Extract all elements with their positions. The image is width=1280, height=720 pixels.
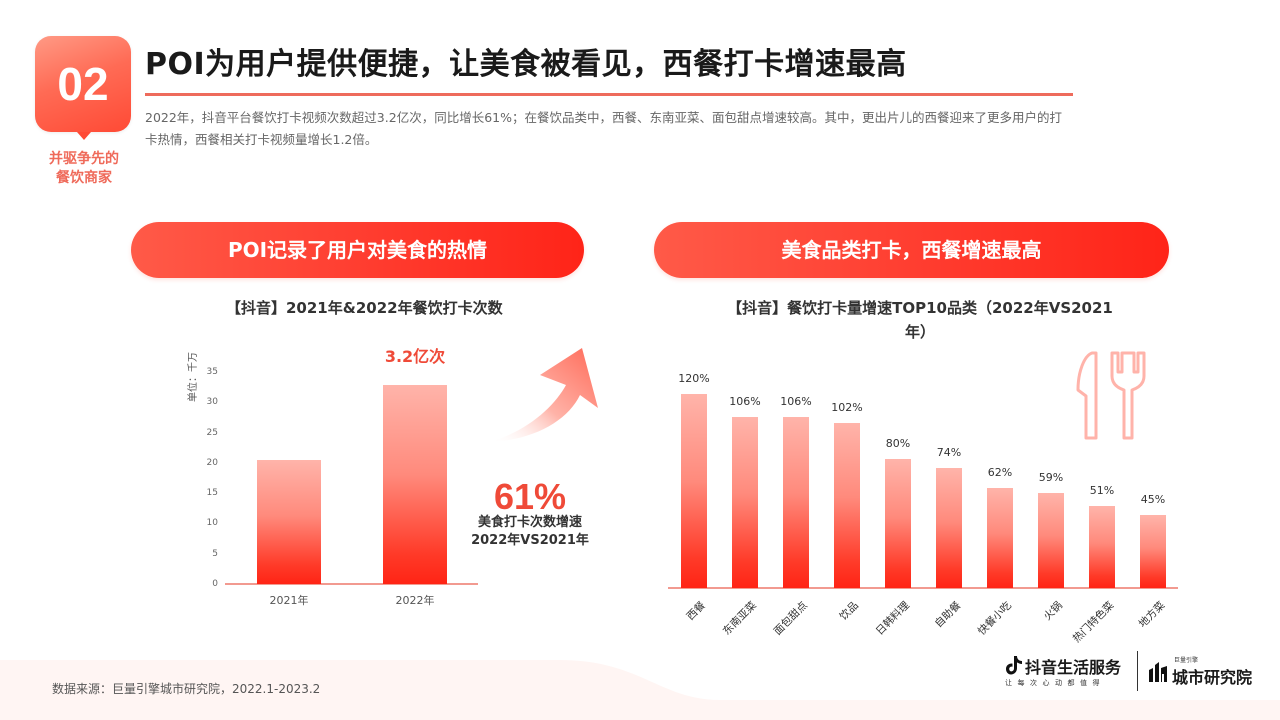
bar: [732, 416, 758, 588]
arrow-up-right-icon: [490, 348, 598, 442]
growth-rate-label: 美食打卡次数增速 2022年VS2021年: [462, 514, 598, 550]
institute-name: 城市研究院: [1172, 668, 1253, 687]
right-chart-title-line2: 年）: [904, 323, 935, 341]
bar-value-label: 51%: [1089, 483, 1115, 497]
page-title: POI为用户提供便捷，让美食被看见，西餐打卡增速最高: [145, 47, 907, 82]
bar: [987, 487, 1013, 588]
bar-value-callout: 3.2亿次: [384, 347, 446, 367]
bar-value-label: 45%: [1140, 493, 1166, 507]
y-tick-label: 25: [206, 427, 218, 438]
x-axis-category-label: 快餐小吃: [975, 599, 1014, 638]
title-underline: [145, 93, 1073, 96]
x-axis-category-label: 地方菜: [1136, 599, 1167, 631]
douyin-life-service-logo: 抖音生活服务 让每次心动都值得: [1005, 654, 1130, 690]
y-tick-label: 35: [206, 367, 218, 377]
x-axis-line: [225, 583, 478, 585]
bar: [885, 458, 911, 588]
bar: [681, 394, 707, 588]
bar: [257, 459, 321, 584]
growth-label-line2: 2022年VS2021年: [471, 533, 589, 548]
x-axis-label: 2022年: [395, 594, 435, 607]
x-axis-category-label: 自助餐: [932, 599, 963, 631]
intro-paragraph: 2022年，抖音平台餐饮打卡视频次数超过3.2亿次，同比增长61%；在餐饮品类中…: [145, 110, 1062, 147]
x-axis-category-label: 火锅: [1041, 599, 1065, 623]
knife-fork-icon: [1076, 351, 1146, 440]
x-axis-category-label: 日韩料理: [873, 599, 912, 638]
section-caption-line1: 并驱争先的: [49, 151, 119, 167]
y-tick-label: 20: [206, 457, 218, 468]
x-axis-category-label: 热门特色菜: [1070, 599, 1116, 646]
bar: [1038, 492, 1064, 588]
bar-value-label: 62%: [987, 465, 1013, 479]
institute-sub-label: 巨量引擎: [1174, 657, 1199, 664]
bar: [783, 416, 809, 588]
city-institute-logo: 巨量引擎 城市研究院: [1148, 654, 1258, 690]
y-tick-label: 15: [206, 488, 218, 499]
x-axis-line: [668, 587, 1178, 589]
y-tick-label: 30: [206, 397, 218, 408]
growth-rate-value: 61%: [493, 476, 567, 517]
douyin-brand-name: 抖音生活服务: [1025, 658, 1122, 677]
section-number-badge: 02: [35, 36, 131, 140]
x-axis-category-label: 东南亚菜: [720, 599, 759, 638]
x-axis-category-label: 饮品: [837, 599, 861, 623]
section-caption: 并驱争先的 餐饮商家: [30, 150, 138, 188]
right-panel-header: 美食品类打卡，西餐增速最高: [654, 222, 1169, 278]
yearly-checkins-chart: 单位：千万 0 5 10 15 20 25 30 35 2021年 2022年 3.2亿次: [180, 347, 480, 610]
bar-value-label: 74%: [936, 446, 962, 460]
bar-value-label: 102%: [831, 401, 863, 415]
brand-divider: [1137, 651, 1138, 691]
y-tick-label: 5: [212, 548, 218, 559]
data-source-note: 数据来源：巨量引擎城市研究院，2022.1-2023.2: [52, 682, 321, 696]
right-chart-title: 【抖音】餐饮打卡量增速TOP10品类（2022年VS2021 年）: [700, 296, 1140, 344]
x-axis-category-label: 面包甜点: [771, 599, 810, 638]
growth-label-line1: 美食打卡次数增速: [477, 515, 582, 530]
bar-value-label: 106%: [780, 394, 812, 408]
bar: [1140, 515, 1166, 588]
bar: [383, 385, 447, 584]
y-axis-unit-label: 单位：千万: [188, 352, 199, 402]
bar-value-label: 120%: [678, 372, 710, 385]
section-caption-line2: 餐饮商家: [56, 170, 112, 186]
bar-value-label: 80%: [885, 436, 911, 450]
right-chart-title-line1: 【抖音】餐饮打卡量增速TOP10品类（2022年VS2021: [727, 299, 1113, 317]
douyin-brand-slogan: 让每次心动都值得: [1005, 679, 1105, 687]
left-chart-title: 【抖音】2021年&2022年餐饮打卡次数: [226, 299, 503, 317]
douyin-note-icon: [1006, 656, 1022, 675]
bar-value-label: 59%: [1038, 470, 1064, 484]
city-buildings-icon: [1149, 662, 1167, 682]
category-growth-chart: 120% 西餐 106% 东南亚菜 106% 面包甜点 102% 饮品 80% 日韩料理 74% 自助…: [660, 360, 1180, 645]
left-panel-header: POI记录了用户对美食的热情: [131, 222, 584, 278]
bar: [1089, 505, 1115, 588]
y-tick-label: 10: [206, 518, 218, 529]
bar: [936, 468, 962, 588]
x-axis-label: 2021年: [269, 594, 309, 607]
bar: [834, 423, 860, 588]
y-tick-label: 0: [212, 579, 218, 589]
bar-value-label: 106%: [729, 394, 761, 408]
footer-background-band: [0, 660, 1280, 720]
section-number: 02: [57, 58, 109, 110]
x-axis-category-label: 西餐: [684, 599, 708, 623]
